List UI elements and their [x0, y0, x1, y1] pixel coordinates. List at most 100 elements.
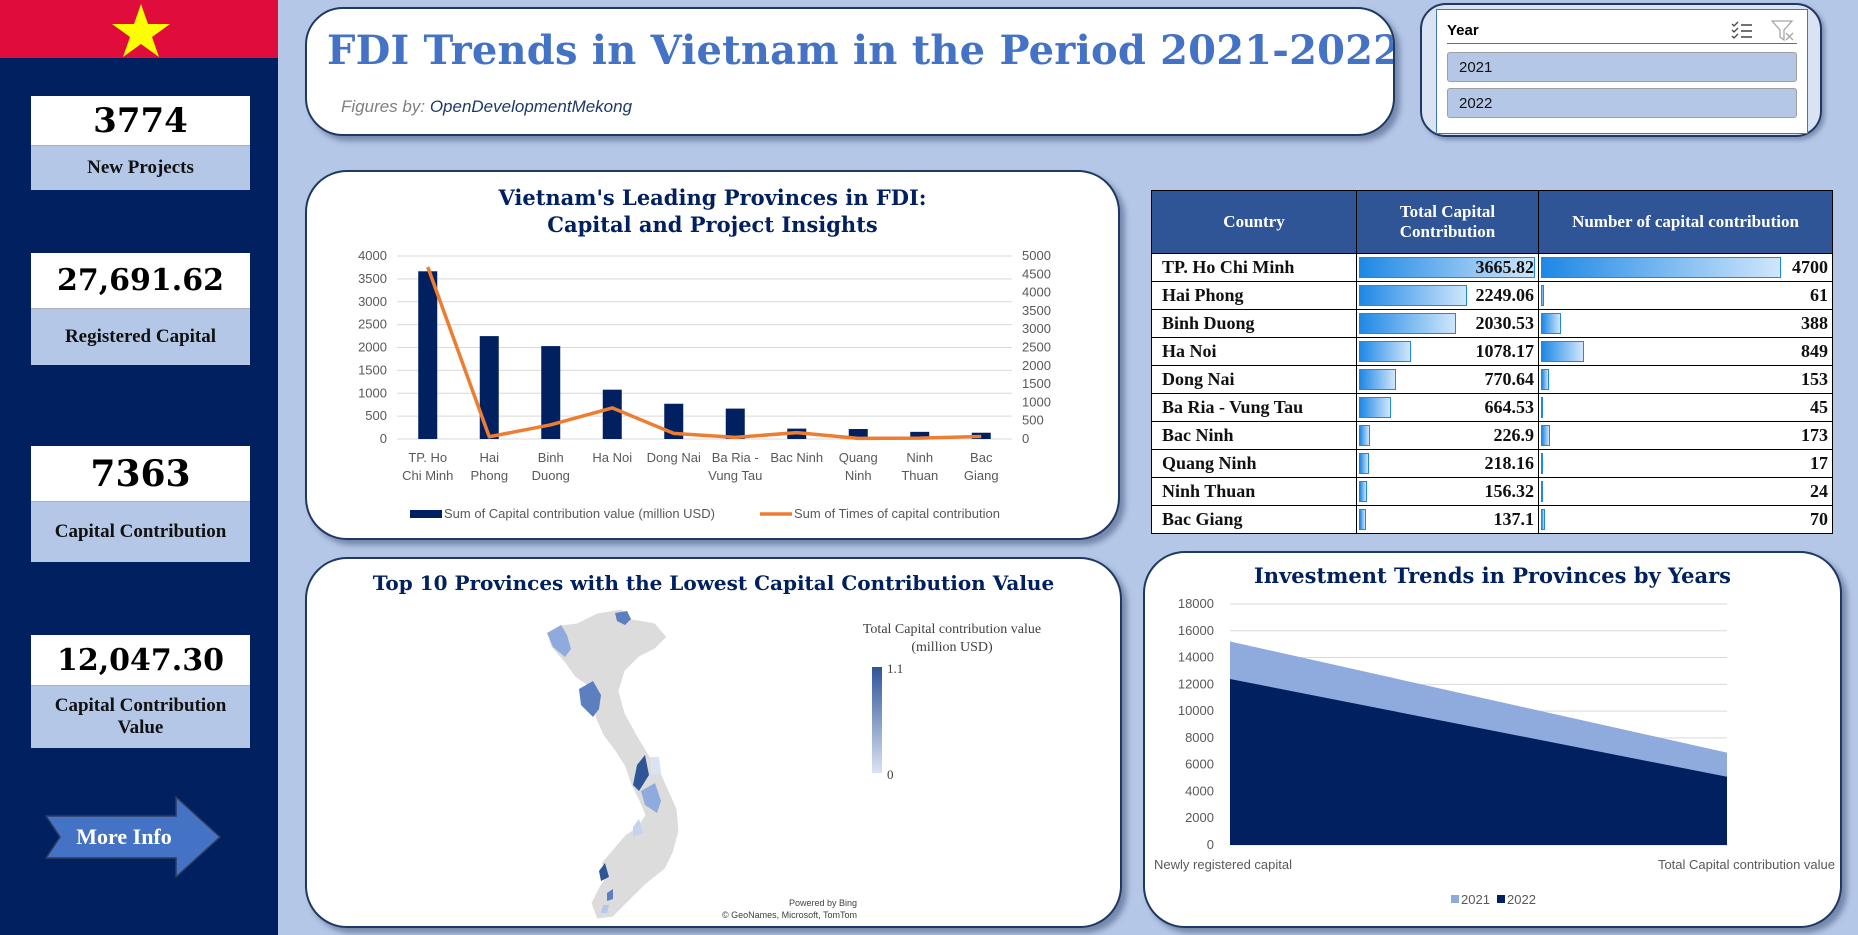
x-tick-label: Quang — [839, 450, 878, 465]
bar[interactable] — [602, 389, 622, 439]
cell-total-capital: 2249.06 — [1356, 281, 1539, 310]
y-left-tick: 3000 — [358, 294, 387, 309]
x-tick-label: Total Capital contribution value — [1658, 857, 1835, 872]
y-right-tick: 3000 — [1022, 321, 1051, 336]
slicer-title: Year — [1447, 22, 1479, 39]
area-2022[interactable] — [1230, 678, 1727, 845]
y-right-tick: 0 — [1022, 431, 1029, 446]
y-tick: 8000 — [1185, 730, 1214, 745]
cell-total-capital: 156.32 — [1356, 477, 1539, 506]
x-tick-label: Dong Nai — [647, 450, 701, 465]
table-row[interactable]: Ba Ria - Vung Tau 664.53 45 — [1151, 393, 1833, 422]
data-bar — [1541, 313, 1561, 334]
cell-value: 849 — [1801, 341, 1828, 361]
map-region[interactable] — [633, 819, 643, 837]
table-row[interactable]: TP. Ho Chi Minh 3665.82 4700 — [1151, 253, 1833, 282]
more-info-button[interactable]: More Info — [45, 796, 221, 878]
map-region[interactable] — [615, 611, 631, 625]
table-row[interactable]: Quang Ninh 218.16 17 — [1151, 449, 1833, 478]
bar[interactable] — [725, 408, 745, 439]
multi-select-icon[interactable] — [1731, 20, 1753, 44]
x-tick-label: Binh — [538, 450, 564, 465]
more-info-label: More Info — [76, 824, 172, 849]
cell-country: TP. Ho Chi Minh — [1151, 253, 1357, 282]
y-right-tick: 1000 — [1022, 394, 1051, 409]
column-header-count[interactable]: Number of capital contribution — [1538, 190, 1833, 254]
cell-total-capital: 137.1 — [1356, 505, 1539, 534]
x-tick-label: Bac Ninh — [770, 450, 823, 465]
vietnam-map[interactable] — [527, 605, 777, 925]
bar[interactable] — [848, 429, 868, 439]
data-bar — [1359, 257, 1535, 278]
y-tick: 6000 — [1185, 757, 1214, 772]
table-row[interactable]: Dong Nai 770.64 153 — [1151, 365, 1833, 394]
bar[interactable] — [418, 271, 438, 439]
map-region[interactable] — [579, 681, 601, 717]
cell-value: 45 — [1810, 397, 1828, 417]
slicer-header: Year — [1447, 18, 1797, 44]
cell-total-capital: 3665.82 — [1356, 253, 1539, 282]
bar[interactable] — [541, 346, 561, 439]
cell-value: 3665.82 — [1475, 257, 1535, 277]
data-bar — [1359, 285, 1467, 306]
legend-label-2022: 2022 — [1507, 892, 1536, 907]
data-bar — [1541, 425, 1550, 446]
y-tick: 2000 — [1185, 810, 1214, 825]
cell-count: 45 — [1538, 393, 1833, 422]
cell-value: 218.16 — [1484, 453, 1535, 473]
slicer-item-2021[interactable]: 2021 — [1447, 52, 1797, 82]
y-tick: 0 — [1207, 837, 1214, 852]
map-credit: Powered by Bing © GeoNames, Microsoft, T… — [722, 897, 857, 921]
clear-filter-icon[interactable] — [1770, 20, 1795, 46]
map-region[interactable] — [651, 757, 661, 775]
table-row[interactable]: Bac Ninh 226.9 173 — [1151, 421, 1833, 450]
cell-value: 24 — [1810, 481, 1828, 501]
y-right-tick: 2000 — [1022, 358, 1051, 373]
kpi-value: 27,691.62 — [31, 253, 250, 309]
kpi-label: Registered Capital — [31, 309, 250, 365]
map-region[interactable] — [641, 783, 661, 813]
cell-country: Binh Duong — [1151, 309, 1357, 338]
data-bar — [1359, 341, 1411, 362]
data-bar — [1541, 285, 1545, 306]
map-region[interactable] — [607, 889, 613, 901]
kpi-capital-contribution-value: 12,047.30 Capital Contribution Value — [31, 635, 250, 748]
legend-title-line2: (million USD) — [911, 640, 993, 655]
cell-count: 388 — [1538, 309, 1833, 338]
cell-total-capital: 218.16 — [1356, 449, 1539, 478]
chart-title: Vietnam's Leading Provinces in FDI: Capi… — [498, 185, 927, 237]
bar[interactable] — [910, 431, 930, 439]
map-region[interactable] — [633, 755, 649, 791]
column-header-total-capital[interactable]: Total Capital Contribution — [1356, 190, 1539, 254]
table-row[interactable]: Ninh Thuan 156.32 24 — [1151, 477, 1833, 506]
legend-title-line1: Total Capital contribution value — [862, 622, 1042, 637]
map-region[interactable] — [601, 905, 609, 913]
data-bar — [1359, 481, 1367, 502]
y-left-tick: 2500 — [358, 317, 387, 332]
kpi-label: Capital Contribution Value — [31, 686, 250, 748]
bar[interactable] — [479, 336, 499, 439]
column-header-country[interactable]: Country — [1151, 190, 1357, 254]
investment-trends-chart: 0 2000 4000 6000 8000 10000 12000 14000 16000 180… — [1154, 596, 1835, 907]
x-tick-label: Duong — [532, 468, 570, 483]
cell-country: Ha Noi — [1151, 337, 1357, 366]
x-tick-label: Ninh — [845, 468, 872, 483]
y-left-tick: 2000 — [358, 340, 387, 355]
cell-value: 664.53 — [1484, 397, 1535, 417]
map-region[interactable] — [599, 863, 609, 881]
table-row[interactable]: Ha Noi 1078.17 849 — [1151, 337, 1833, 366]
slicer-item-2022[interactable]: 2022 — [1447, 88, 1797, 118]
kpi-label: New Projects — [31, 146, 250, 190]
legend-swatch-2022 — [1497, 895, 1505, 903]
table-row[interactable]: Binh Duong 2030.53 388 — [1151, 309, 1833, 338]
data-bar — [1541, 453, 1543, 474]
map-region[interactable] — [547, 625, 571, 657]
table-row[interactable]: Bac Giang 137.1 70 — [1151, 505, 1833, 534]
y-right-tick: 5000 — [1022, 248, 1051, 263]
table-row[interactable]: Hai Phong 2249.06 61 — [1151, 281, 1833, 310]
x-tick-label: Chi Minh — [402, 468, 453, 483]
year-slicer: Year 2021 2022 — [1436, 9, 1808, 134]
line-series[interactable] — [426, 266, 982, 441]
bar[interactable] — [971, 432, 991, 439]
x-tick-label: Bac — [970, 450, 993, 465]
